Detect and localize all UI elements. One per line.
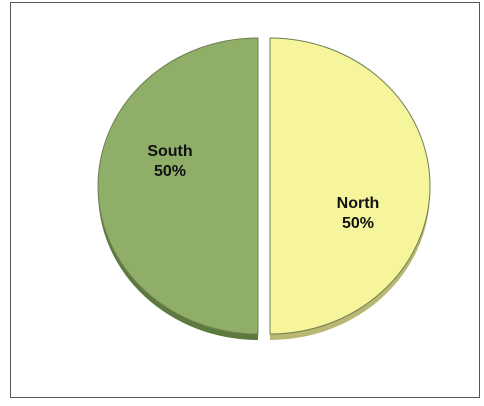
- pie-labels: North 50% South 50%: [147, 143, 379, 232]
- slice-south: [97, 37, 259, 335]
- slice-name-north: North: [337, 195, 380, 212]
- slice-value-north: 50%: [342, 215, 374, 232]
- slice-value-south: 50%: [154, 163, 186, 180]
- slice-name-south: South: [147, 143, 192, 160]
- slice-north: [269, 37, 431, 335]
- slice-label-south: South 50%: [147, 143, 192, 180]
- pie-slices: [97, 37, 431, 340]
- slice-label-north: North 50%: [337, 195, 380, 232]
